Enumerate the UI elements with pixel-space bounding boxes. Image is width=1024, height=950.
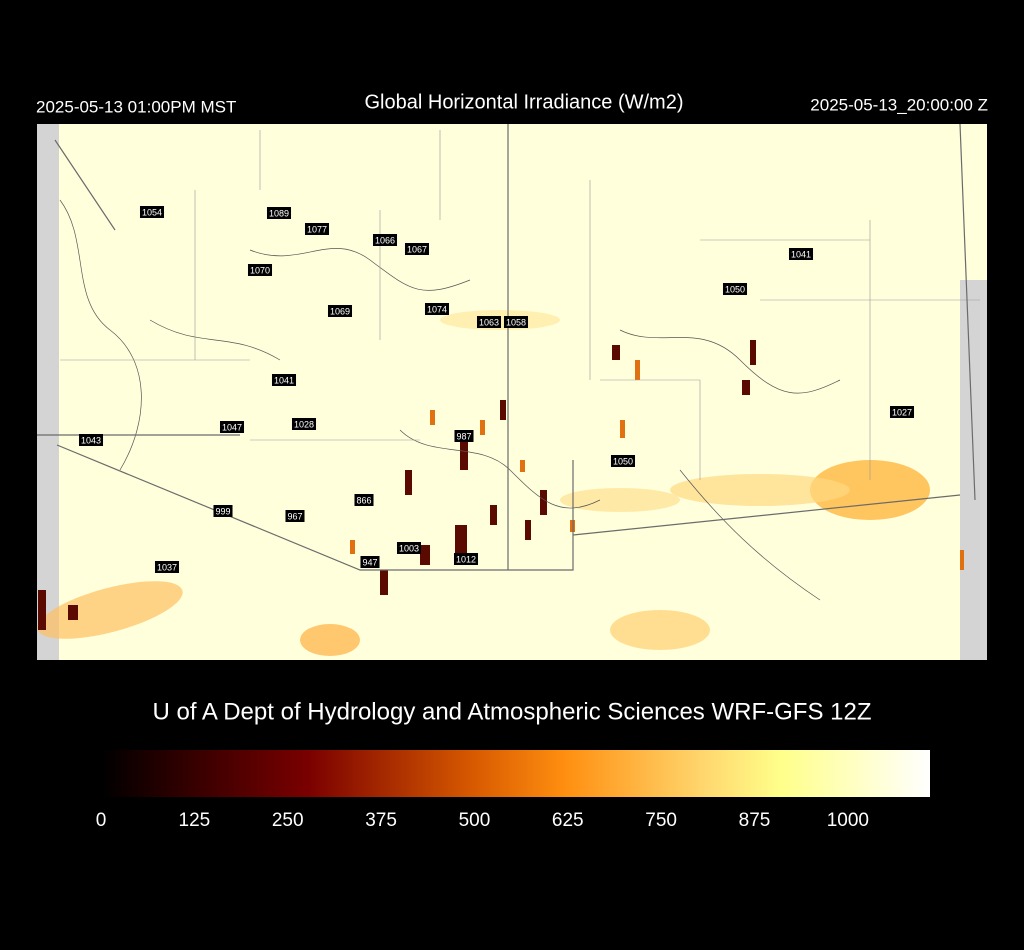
station: 1089 (266, 207, 292, 219)
station: 1066 (372, 234, 398, 246)
station-value: 1067 (407, 244, 427, 254)
station-value: 1069 (330, 306, 350, 316)
station: 999 (213, 505, 233, 517)
station-value: 967 (287, 511, 302, 521)
colorbar (101, 750, 930, 797)
station: 1069 (327, 305, 353, 317)
station-box (372, 234, 398, 246)
station: 1077 (304, 223, 330, 235)
station-box (291, 418, 317, 430)
colorbar-tick-label: 625 (552, 810, 584, 831)
station-box (424, 303, 450, 315)
valid-local: 2025-05-13 01:00PM MST (36, 97, 236, 116)
station-box (722, 283, 748, 295)
station: 1058 (503, 316, 529, 328)
station-box (476, 316, 502, 328)
station-value: 1089 (269, 208, 289, 218)
station-value: 1041 (791, 249, 811, 259)
station: 1054 (139, 206, 165, 218)
station-box (213, 505, 233, 517)
station-value: 1054 (142, 207, 162, 217)
station-value: 999 (215, 506, 230, 516)
station-box (266, 207, 292, 219)
credit: U of A Dept of Hydrology and Atmospheric… (153, 698, 872, 725)
station-value: 1027 (892, 407, 912, 417)
station-box (396, 542, 422, 554)
station-box (889, 406, 915, 418)
station-labels: 1054 1089 1077 1066 1067 1070 1041 1050 1069 1074… (78, 206, 915, 573)
station-value: 947 (362, 557, 377, 567)
station-value: 1070 (250, 265, 270, 275)
colorbar-tick-label: 250 (272, 810, 304, 831)
station-box (304, 223, 330, 235)
station-box (219, 421, 245, 433)
station: 1041 (788, 248, 814, 260)
station: 1003 (396, 542, 422, 554)
station: 1041 (271, 374, 297, 386)
station-box (154, 561, 180, 573)
map (37, 124, 987, 660)
station: 1070 (247, 264, 273, 276)
station-value: 1028 (294, 419, 314, 429)
station-box (139, 206, 165, 218)
station-box (453, 553, 479, 565)
station-box (610, 455, 636, 467)
station-box (247, 264, 273, 276)
colorbar-tick-label: 750 (645, 810, 677, 831)
station-value: 1003 (399, 543, 419, 553)
station-value: 1050 (725, 284, 745, 294)
colorbar-tick-label: 875 (739, 810, 771, 831)
station: 1074 (424, 303, 450, 315)
station-box (788, 248, 814, 260)
colorbar-tick-label: 1000 (827, 810, 869, 831)
station: 1012 (453, 553, 479, 565)
colorbar-ticks: 0 125 250 375 500 625 750 875 1000 (96, 810, 869, 831)
station: 1037 (154, 561, 180, 573)
station-box (271, 374, 297, 386)
station: 967 (285, 510, 305, 522)
station: 1063 (476, 316, 502, 328)
station-value: 1043 (81, 435, 101, 445)
valid-utc: 2025-05-13_20:00:00 Z (810, 95, 988, 114)
station: 1047 (219, 421, 245, 433)
station-value: 1037 (157, 562, 177, 572)
colorbar-tick-label: 500 (459, 810, 491, 831)
colorbar-tick-label: 0 (96, 810, 107, 831)
map-title: Global Horizontal Irradiance (W/m2) (365, 91, 684, 113)
station-value: 1012 (456, 554, 476, 564)
station: 987 (454, 430, 474, 442)
station-value: 1063 (479, 317, 499, 327)
station-value: 1041 (274, 375, 294, 385)
station-box (354, 494, 374, 506)
station-value: 866 (356, 495, 371, 505)
station-value: 1074 (427, 304, 447, 314)
station: 1043 (78, 434, 104, 446)
station-value: 1058 (506, 317, 526, 327)
station-value: 1066 (375, 235, 395, 245)
station-box (360, 556, 380, 568)
station-box (78, 434, 104, 446)
station-box (285, 510, 305, 522)
station-value: 1077 (307, 224, 327, 234)
station-box (503, 316, 529, 328)
colorbar-tick-label: 375 (365, 810, 397, 831)
colorbar-tick-label: 125 (179, 810, 211, 831)
station-value: 1050 (613, 456, 633, 466)
station-box (404, 243, 430, 255)
station: 1027 (889, 406, 915, 418)
station: 866 (354, 494, 374, 506)
station-box (327, 305, 353, 317)
station-value: 987 (456, 431, 471, 441)
station: 1067 (404, 243, 430, 255)
station: 947 (360, 556, 380, 568)
station: 1028 (291, 418, 317, 430)
station-box (454, 430, 474, 442)
station: 1050 (610, 455, 636, 467)
station: 1050 (722, 283, 748, 295)
station-value: 1047 (222, 422, 242, 432)
